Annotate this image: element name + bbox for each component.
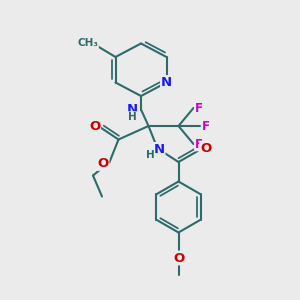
Text: F: F: [195, 137, 203, 151]
Text: O: O: [173, 251, 184, 265]
Text: F: F: [195, 101, 203, 115]
Text: N: N: [161, 76, 172, 89]
Text: H: H: [128, 112, 137, 122]
Text: N: N: [127, 103, 138, 116]
Text: N: N: [153, 143, 165, 156]
Text: H: H: [146, 150, 154, 160]
Text: O: O: [97, 157, 109, 170]
Text: O: O: [200, 142, 211, 155]
Text: O: O: [89, 119, 100, 133]
Text: CH₃: CH₃: [77, 38, 98, 48]
Text: F: F: [202, 119, 210, 133]
